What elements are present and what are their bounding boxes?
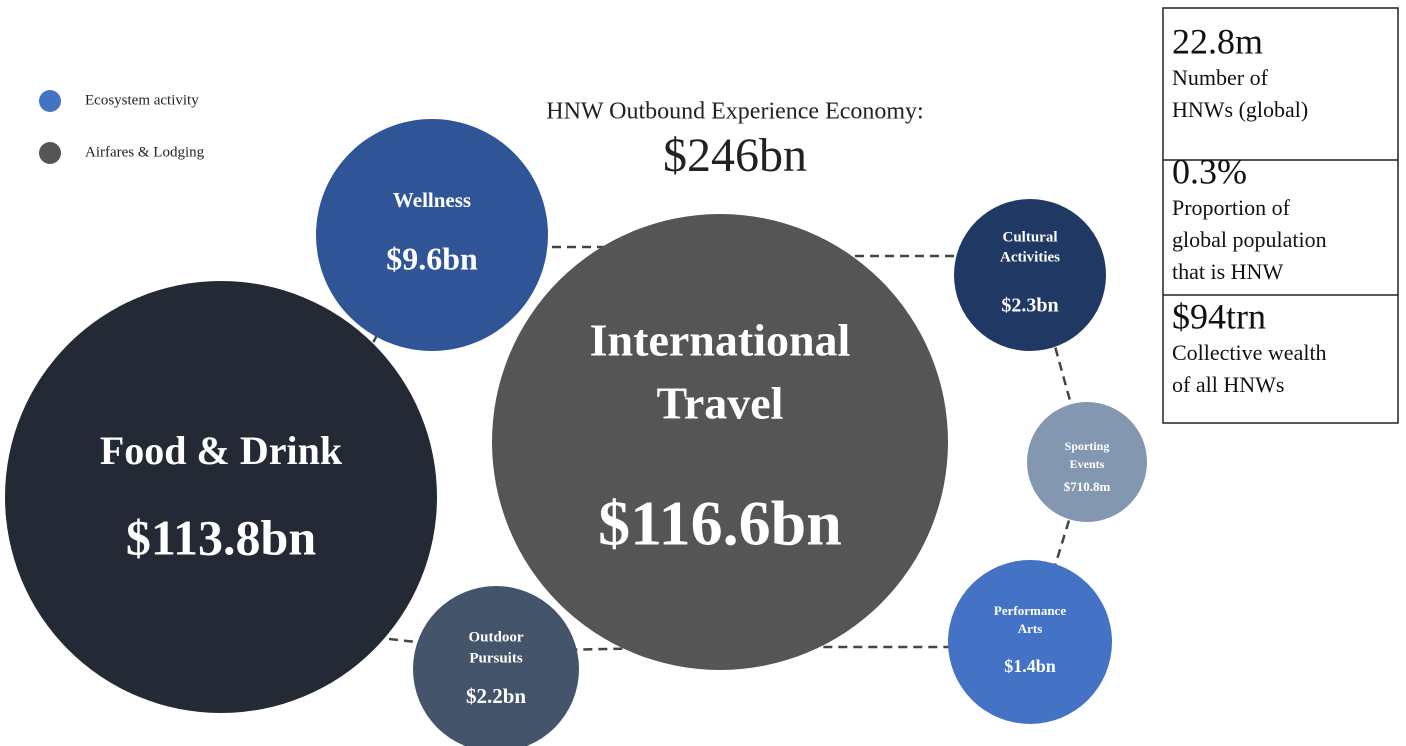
bubble-value: $116.6bn	[598, 488, 842, 559]
bubbles: International Travel $116.6bn Food & Drink $…	[5, 119, 1147, 746]
legend-swatch	[39, 90, 61, 112]
bubble-value: $9.6bn	[386, 240, 478, 276]
bubble-label: Travel	[657, 378, 784, 429]
bubble-value: $710.8m	[1064, 479, 1111, 494]
bubble-label: International	[590, 315, 851, 366]
bubble-value: $2.3bn	[1001, 295, 1058, 317]
stats-box: 22.8m Number of HNWs (global) 0.3% Proportio…	[1162, 7, 1399, 424]
legend-label: Airfares & Lodging	[85, 144, 205, 160]
bubble-label: Events	[1070, 457, 1105, 471]
bubble-label: Performance	[994, 603, 1066, 618]
bubble-label: Cultural	[1002, 229, 1057, 245]
bubble-label: Arts	[1018, 621, 1043, 636]
bubble-value: $2.2bn	[466, 684, 526, 708]
bubble	[316, 119, 548, 351]
stat-caption: Collective wealth	[1172, 340, 1327, 365]
stat-caption: global population	[1172, 227, 1327, 252]
legend-label: Ecosystem activity	[85, 92, 199, 108]
stat-value: 22.8m	[1172, 21, 1263, 61]
bubble-label: Pursuits	[469, 650, 523, 666]
bubble-label: Wellness	[393, 188, 471, 212]
bubble-value: $113.8bn	[126, 509, 317, 565]
title: HNW Outbound Experience Economy:	[546, 99, 923, 125]
bubble	[948, 560, 1112, 724]
legend-swatch	[39, 142, 61, 164]
stat-caption: that is HNW	[1172, 259, 1283, 284]
stat-caption: Proportion of	[1172, 195, 1291, 220]
bubble-label: Outdoor	[468, 629, 523, 645]
stat-caption: HNWs (global)	[1172, 97, 1308, 122]
stat-value: $94trn	[1172, 296, 1266, 336]
total: $246bn	[663, 129, 807, 182]
bubble-label: Activities	[1000, 249, 1060, 265]
stat-caption: of all HNWs	[1172, 372, 1284, 397]
stat-caption: Number of	[1172, 65, 1269, 90]
bubble	[492, 214, 948, 670]
bubble	[954, 199, 1106, 351]
stat-value: 0.3%	[1172, 151, 1247, 191]
bubble-value: $1.4bn	[1004, 656, 1056, 676]
bubble-label: Food & Drink	[100, 428, 343, 473]
bubble	[1027, 402, 1147, 522]
bubble	[5, 281, 437, 713]
bubble-label: Sporting	[1065, 439, 1110, 453]
stats-frame	[1162, 7, 1399, 424]
bubble	[413, 586, 579, 746]
